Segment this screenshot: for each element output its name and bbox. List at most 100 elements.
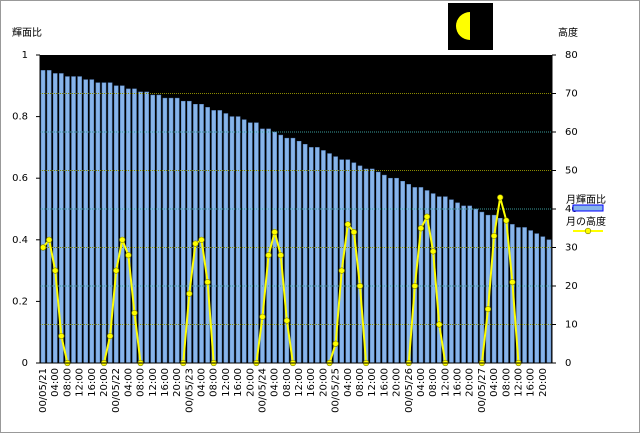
x-tick-label: 00/05/27 <box>477 368 488 413</box>
bar <box>211 110 216 364</box>
bar <box>71 76 76 364</box>
line-marker <box>356 282 364 290</box>
x-tick-label: 20:00 <box>172 368 183 397</box>
line-marker <box>490 232 498 240</box>
line-marker <box>497 194 504 201</box>
bar <box>254 122 259 364</box>
bar <box>308 147 314 364</box>
moon-icon-bg <box>448 3 493 50</box>
x-tick-label: 08:00 <box>282 368 293 397</box>
line-marker <box>125 252 132 259</box>
bar <box>534 233 540 364</box>
bar <box>321 150 326 364</box>
bar <box>540 236 546 364</box>
y2-tick-label: 80 <box>565 50 578 61</box>
y-axis-title: 輝面比 <box>12 27 42 39</box>
y2-tick-label: 40 <box>565 204 578 215</box>
legend-swatch <box>572 204 604 212</box>
bar <box>546 239 552 364</box>
x-tick-label: 08:00 <box>501 368 512 397</box>
line-marker <box>39 244 47 251</box>
bar <box>168 97 174 364</box>
x-tick-label: 04:00 <box>489 368 500 397</box>
line-marker <box>192 240 199 247</box>
x-tick-label: 00/05/21 <box>38 368 49 413</box>
bar <box>229 116 235 364</box>
line-marker <box>46 236 53 243</box>
x-tick-label: 04:00 <box>50 368 61 397</box>
bar <box>248 122 253 364</box>
x-tick-label: 16:00 <box>87 368 98 397</box>
line-marker <box>113 267 120 274</box>
y2-tick-label: 70 <box>565 89 578 100</box>
x-tick-label: 00/05/26 <box>404 368 415 413</box>
bar <box>461 205 466 364</box>
bar <box>376 171 381 364</box>
bar <box>89 79 95 364</box>
line-marker <box>186 290 193 297</box>
x-tick-label: 16:00 <box>379 368 390 397</box>
bar <box>46 70 52 364</box>
legend-label: 月の高度 <box>566 215 606 228</box>
bar <box>528 230 533 364</box>
bar <box>315 147 320 364</box>
y-tick-label: 0 <box>22 358 28 369</box>
line-marker <box>131 309 138 317</box>
x-tick-label: 12:00 <box>513 368 524 397</box>
bar <box>138 91 143 364</box>
bar <box>241 119 247 364</box>
bar <box>180 100 186 364</box>
line-marker <box>106 332 114 340</box>
y2-tick-label: 20 <box>565 281 578 292</box>
moon-icon-lit <box>456 12 470 40</box>
x-tick-label: 12:00 <box>75 368 86 397</box>
bar <box>497 217 503 364</box>
bar <box>156 94 162 364</box>
x-tick-label: 20:00 <box>99 368 110 397</box>
bar <box>357 165 363 364</box>
x-tick-label: 08:00 <box>355 368 366 397</box>
x-tick-label: 08:00 <box>428 368 439 397</box>
bar <box>174 97 180 364</box>
line-marker <box>119 236 126 243</box>
y-tick-label: 0.6 <box>12 173 28 184</box>
line-marker <box>58 332 65 340</box>
x-tick-label: 16:00 <box>306 368 317 397</box>
line-marker <box>265 252 272 259</box>
bar <box>394 177 399 364</box>
line-marker <box>417 225 425 232</box>
x-tick-label: 20:00 <box>392 368 403 397</box>
bar <box>479 211 485 364</box>
x-tick-label: 08:00 <box>136 368 147 397</box>
line-marker <box>332 340 339 347</box>
x-tick-label: 12:00 <box>294 368 305 397</box>
bar <box>187 100 192 364</box>
x-tick-label: 00/05/22 <box>111 368 122 413</box>
y-tick-label: 1 <box>22 50 28 61</box>
bar <box>101 82 107 364</box>
bar <box>302 144 308 364</box>
x-tick-label: 20:00 <box>465 368 476 397</box>
x-tick-label: 00/05/23 <box>184 368 195 413</box>
bar <box>369 168 375 364</box>
bar <box>223 113 229 364</box>
y2-tick-label: 10 <box>565 320 578 331</box>
x-tick-label: 04:00 <box>270 368 281 397</box>
x-tick-label: 04:00 <box>343 368 354 397</box>
y-tick-label: 0.2 <box>12 296 28 307</box>
x-tick-label: 00/05/25 <box>331 368 342 413</box>
bar <box>290 137 296 364</box>
bar <box>296 140 302 364</box>
y-tick-label: 0.8 <box>12 112 28 123</box>
x-tick-label: 20:00 <box>318 368 329 397</box>
bar <box>345 159 351 364</box>
legend-label: 月輝面比 <box>566 194 606 206</box>
bar <box>150 94 156 364</box>
line-marker <box>436 321 443 328</box>
x-tick-label: 16:00 <box>233 368 244 397</box>
x-tick-label: 00/05/24 <box>257 368 268 413</box>
bar <box>144 91 149 364</box>
y2-tick-label: 30 <box>565 243 578 254</box>
legend-marker <box>584 227 592 235</box>
